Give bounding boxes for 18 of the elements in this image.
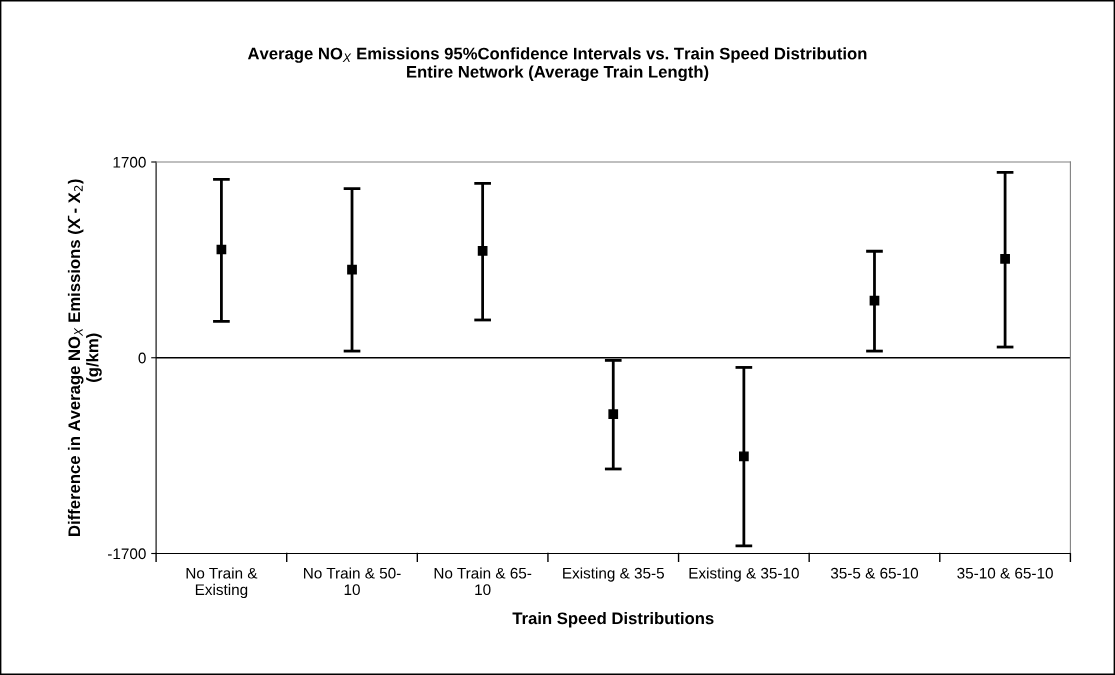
- chart-title: Average NO$_{X}$ Emissions 95%Confidence Intervals vs. Train Speed Distribution Entire Network (Average Train Length): [247, 47, 867, 82]
- x-tick-label: Existing & 35-5: [563, 567, 664, 582]
- x-axis-title: Train Speed Distributions: [512, 611, 714, 628]
- x-tick-label: 35-5 & 65-10: [830, 567, 919, 579]
- x-tick-label: No Train & 50- 10: [304, 567, 401, 596]
- x-tick-label: No Train & Existing: [186, 567, 258, 599]
- y-tick-label: 0: [138, 352, 146, 364]
- x-tick-label: No Train & 65- 10: [434, 567, 532, 596]
- y-tick-label: -1700: [107, 548, 146, 560]
- point: [608, 409, 619, 420]
- point: [1000, 253, 1010, 264]
- point: [477, 246, 488, 256]
- x-tick-label: Existing & 35-10: [689, 567, 799, 582]
- point: [347, 264, 357, 275]
- y-tick-label: 1700: [113, 156, 146, 168]
- point: [739, 451, 749, 462]
- text: Difference in Average NO$_{X}$ Emissions (X̄ - X$_{2}$) (g/km): [67, 179, 102, 536]
- x-tick-label: 35-10 & 65-10: [957, 567, 1053, 579]
